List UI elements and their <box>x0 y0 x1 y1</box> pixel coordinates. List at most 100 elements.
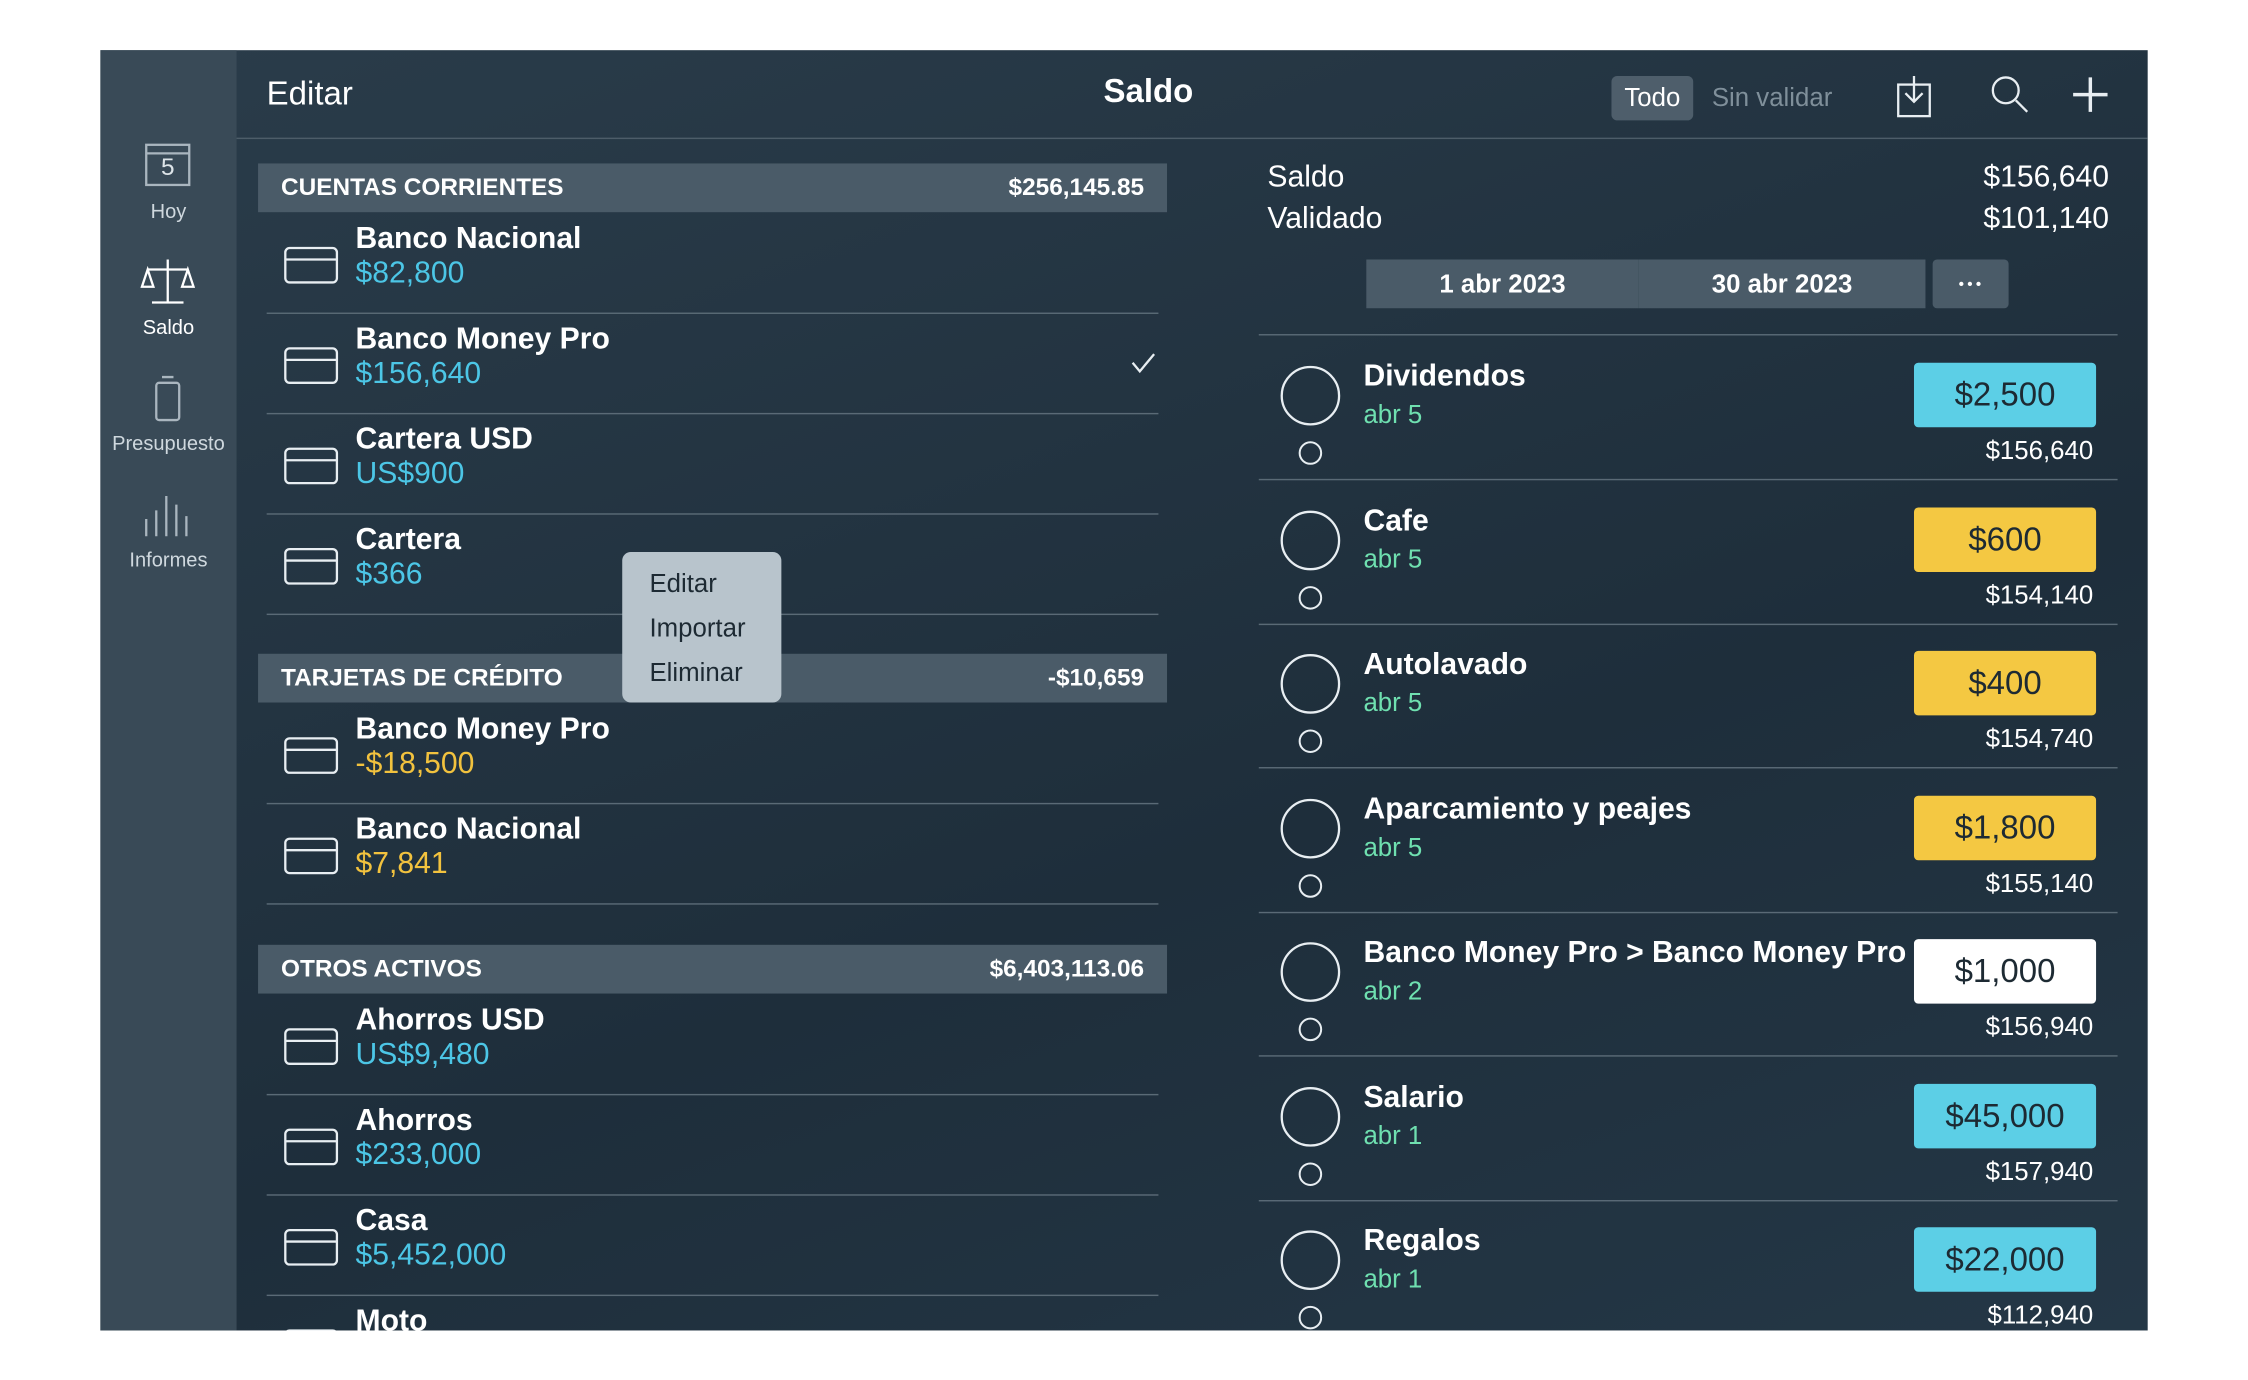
row-separator <box>1258 1055 2118 1057</box>
status-icon <box>1298 1161 1323 1186</box>
sidebar-label[interactable]: Saldo <box>142 315 195 339</box>
account-balance: US$900 <box>355 457 465 491</box>
sidebar-icon <box>145 143 191 187</box>
transaction-date: abr 2 <box>1363 976 1423 1006</box>
import-icon[interactable] <box>1895 73 1932 119</box>
transaction-amount: $600 <box>1913 506 2097 572</box>
account-name[interactable]: Cartera <box>355 523 462 557</box>
calendar-day: 5 <box>160 153 175 181</box>
search-icon[interactable] <box>1989 73 2032 116</box>
group-title: CUENTAS CORRIENTES <box>281 173 564 201</box>
group-total: $6,403,113.06 <box>989 954 1145 983</box>
running-balance: $156,940 <box>1985 1012 2094 1041</box>
sidebar-label[interactable]: Presupuesto <box>112 431 225 455</box>
account-name[interactable]: Banco Money Pro <box>355 712 610 746</box>
toolbar: Editar Saldo Todo Sin validar <box>236 50 2148 140</box>
transaction-name[interactable]: Autolavado <box>1363 648 1528 682</box>
account-name[interactable]: Moto <box>355 1304 428 1331</box>
status-icon <box>1298 585 1323 609</box>
running-balance: $154,740 <box>1985 724 2094 753</box>
group-total: $256,145.85 <box>1008 173 1145 201</box>
more-button[interactable] <box>1932 259 2009 309</box>
account-icon <box>284 1028 339 1065</box>
transaction-date: abr 5 <box>1363 688 1423 717</box>
transaction-name[interactable]: Salario <box>1363 1080 1464 1114</box>
row-separator <box>1258 767 2118 769</box>
row-separator <box>266 1093 1159 1096</box>
account-name[interactable]: Ahorros <box>355 1103 473 1137</box>
account-balance: $82,800 <box>355 256 465 290</box>
transaction-name[interactable]: Banco Money Pro > Banco Money Pro <box>1363 936 1907 970</box>
row-separator <box>1258 622 2118 625</box>
group-total: -$10,659 <box>1047 663 1145 692</box>
running-balance: $154,140 <box>1985 579 2094 609</box>
account-balance: $366 <box>355 557 423 591</box>
transaction-date: abr 1 <box>1363 1264 1423 1294</box>
validated-label: Validado <box>1267 202 1383 236</box>
transaction-amount: $2,500 <box>1913 362 2097 428</box>
account-name[interactable]: Banco Nacional <box>355 222 582 256</box>
account-name[interactable]: Banco Money Pro <box>355 322 610 356</box>
account-balance: -$18,500 <box>355 746 475 780</box>
filter-unvalidated[interactable]: Sin validar <box>1711 83 1833 112</box>
sidebar-label[interactable]: Hoy <box>150 199 187 223</box>
status-icon <box>1298 441 1323 465</box>
row-separator <box>266 1194 1159 1196</box>
transaction-name[interactable]: Aparcamiento y peajes <box>1363 792 1692 826</box>
sidebar-icon <box>140 259 195 304</box>
transaction-amount: $45,000 <box>1913 1083 2097 1148</box>
context-menu: Editar Importar Eliminar <box>622 551 782 703</box>
transaction-icon <box>1280 1086 1341 1146</box>
account-balance: US$9,480 <box>355 1037 490 1071</box>
selected-check <box>1131 353 1156 374</box>
running-balance: $155,140 <box>1985 868 2094 897</box>
account-balance: $7,841 <box>355 847 448 881</box>
account-icon <box>284 837 339 875</box>
account-name[interactable]: Ahorros USD <box>355 1003 545 1037</box>
group-title: TARJETAS DE CRÉDITO <box>281 663 563 692</box>
account-icon <box>284 737 339 774</box>
transaction-icon <box>1280 654 1341 714</box>
running-balance: $112,940 <box>1987 1300 2094 1330</box>
transaction-icon <box>1280 1230 1341 1291</box>
account-name[interactable]: Cartera USD <box>355 422 533 456</box>
row-separator <box>1258 1199 2118 1201</box>
validated-value: $101,140 <box>1983 202 2109 236</box>
transaction-icon <box>1280 365 1341 426</box>
balance-label: Saldo <box>1267 160 1345 194</box>
account-icon <box>284 246 339 284</box>
transaction-amount: $1,800 <box>1913 794 2097 860</box>
account-name[interactable]: Casa <box>355 1204 428 1238</box>
app-window: 5 Hoy Saldo Presupuesto Informes Editar Sald… <box>100 50 2148 1331</box>
row-separator <box>266 513 1159 515</box>
sidebar-label[interactable]: Informes <box>129 547 208 571</box>
edit-button[interactable]: Editar <box>266 74 353 112</box>
row-separator <box>1258 911 2118 913</box>
account-icon <box>284 347 339 384</box>
account-name[interactable]: Banco Nacional <box>355 812 582 846</box>
row-separator <box>266 802 1159 805</box>
add-icon[interactable] <box>2069 73 2112 116</box>
menu-item[interactable]: Importar <box>649 613 746 643</box>
menu-item[interactable]: Editar <box>649 569 717 598</box>
transaction-amount: $400 <box>1913 650 2097 716</box>
transaction-name[interactable]: Regalos <box>1363 1224 1481 1258</box>
date-from[interactable]: 1 abr 2023 <box>1366 259 1639 309</box>
status-icon <box>1298 873 1323 898</box>
filter-all[interactable]: Todo <box>1611 75 1694 121</box>
transaction-date: abr 5 <box>1363 544 1423 573</box>
date-to[interactable]: 30 abr 2023 <box>1638 259 1926 309</box>
group-header <box>258 163 1168 213</box>
row-separator <box>266 903 1159 905</box>
status-icon <box>1298 1305 1323 1330</box>
running-balance: $157,940 <box>1985 1156 2094 1185</box>
row-separator <box>266 412 1159 415</box>
account-icon <box>284 1128 339 1166</box>
transaction-name[interactable]: Dividendos <box>1363 359 1526 393</box>
running-balance: $156,640 <box>1985 435 2094 465</box>
transaction-icon <box>1280 942 1341 1002</box>
separator <box>1258 334 2118 336</box>
menu-item[interactable]: Eliminar <box>649 658 743 687</box>
transaction-name[interactable]: Cafe <box>1363 503 1429 537</box>
